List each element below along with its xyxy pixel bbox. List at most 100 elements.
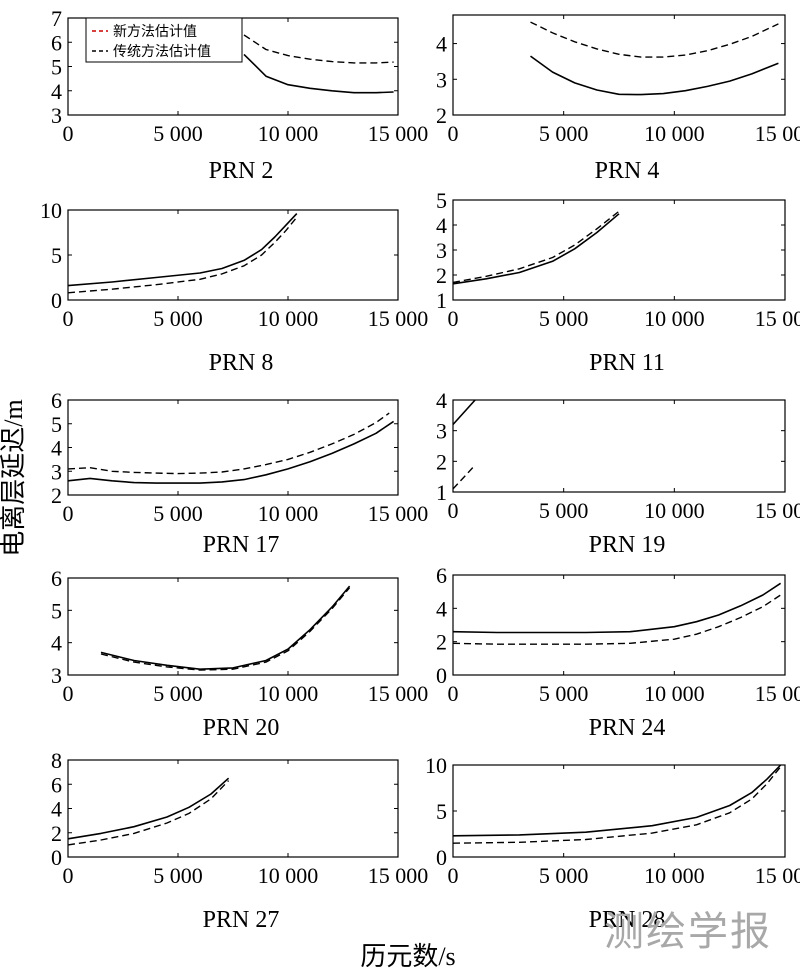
y-tick-label: 1 [436,288,447,313]
legend: 新方法估计值 传统方法估计值 [85,17,243,63]
y-tick-label: 7 [51,6,62,31]
series-line-new-method [452,582,782,634]
plot-frame [452,574,786,676]
x-tick-label: 0 [448,498,459,523]
x-tick-label: 10 000 [258,306,319,331]
panel-title: PRN 11 [589,350,665,376]
series-line-traditional-method [67,216,298,294]
panel-title: PRN 4 [595,158,660,184]
series-line-new-method [452,213,620,285]
series-line-new-method [67,213,298,287]
series-line-traditional-method [67,412,390,475]
y-tick-label: 0 [436,845,447,870]
y-tick-label: 4 [436,388,447,413]
plot-frame [452,199,786,301]
y-tick-label: 4 [436,213,447,238]
y-tick-label: 2 [436,263,447,288]
series-line-traditional-method [243,34,394,64]
plot-frame [67,759,399,858]
y-tick-label: 0 [51,288,62,313]
x-tick-label: 5 000 [539,121,589,146]
x-tick-label: 15 000 [755,863,800,888]
x-tick-label: 15 000 [755,121,800,146]
series-line-traditional-method [452,210,620,284]
y-tick-label: 5 [51,412,62,437]
y-tick-label: 1 [436,480,447,505]
panel-title: PRN 2 [209,158,274,184]
series-line-traditional-method [100,587,351,671]
y-tick-label: 5 [51,598,62,623]
series-line-new-method [530,55,779,96]
x-tick-label: 0 [448,306,459,331]
panel-prn-8: 0 5 000 10 000 15 000 0 5 10 PRN 8 [40,198,428,376]
panel-title: PRN 17 [203,532,280,558]
x-tick-label: 5 000 [153,863,203,888]
y-tick-label: 4 [51,79,62,104]
series-line-traditional-method [67,780,230,846]
panel-title: PRN 8 [209,350,274,376]
x-tick-label: 5 000 [153,501,203,526]
y-tick-label: 6 [51,30,62,55]
y-tick-label: 10 [425,753,447,778]
x-tick-label: 15 000 [368,863,429,888]
series-line-traditional-method [452,467,474,490]
x-tick-label: 10 000 [644,863,705,888]
series-line-new-method [243,53,394,94]
y-tick-label: 4 [51,797,62,822]
x-tick-label: 0 [63,121,74,146]
x-tick-label: 5 000 [539,681,589,706]
y-tick-label: 5 [436,799,447,824]
x-tick-label: 10 000 [644,121,705,146]
y-tick-label: 3 [51,103,62,128]
panel-prn-20: 0 5 000 10 000 15 000 3 4 5 6 PRN 20 [51,566,428,741]
y-tick-label: 4 [51,631,62,656]
y-tick-label: 5 [51,55,62,80]
x-tick-label: 5 000 [153,681,203,706]
x-tick-label: 5 000 [539,498,589,523]
x-tick-label: 15 000 [755,681,800,706]
x-tick-label: 10 000 [258,501,319,526]
y-tick-label: 2 [436,630,447,655]
panel-title: PRN 24 [589,715,666,741]
y-tick-label: 6 [51,772,62,797]
panel-prn-28: 0 5 000 10 000 15 000 0 5 10 PRN 28 [425,753,800,933]
x-tick-label: 0 [448,121,459,146]
series-line-new-method [452,399,476,426]
y-tick-label: 10 [40,198,62,223]
y-tick-label: 5 [436,188,447,213]
y-tick-label: 3 [51,459,62,484]
y-tick-label: 6 [51,566,62,591]
y-tick-label: 2 [436,103,447,128]
x-tick-label: 10 000 [644,681,705,706]
legend-label-new-method: 新方法估计值 [113,24,197,40]
x-tick-label: 0 [448,863,459,888]
plot-frame [452,399,786,493]
x-tick-label: 10 000 [258,121,319,146]
panel-title: PRN 19 [589,532,666,558]
x-tick-label: 15 000 [368,121,429,146]
series-line-traditional-method [530,21,779,58]
plot-frame [452,14,786,116]
panel-title: PRN 20 [203,715,280,741]
x-axis-title: 历元数/s [360,942,455,971]
x-tick-label: 5 000 [153,306,203,331]
y-tick-label: 3 [436,419,447,444]
y-tick-label: 2 [436,449,447,474]
y-tick-label: 4 [436,596,447,621]
panel-prn-19: 0 5 000 10 000 15 000 1 2 3 4 PRN 19 [436,388,800,558]
plot-frame [67,577,399,676]
panel-title: PRN 28 [589,907,666,933]
y-tick-label: 3 [436,238,447,263]
plot-frame [67,209,399,301]
series-line-new-method [452,764,782,837]
x-tick-label: 0 [63,681,74,706]
y-tick-label: 6 [51,388,62,413]
series-line-new-method [67,777,230,840]
x-tick-label: 10 000 [644,498,705,523]
y-tick-label: 2 [51,821,62,846]
